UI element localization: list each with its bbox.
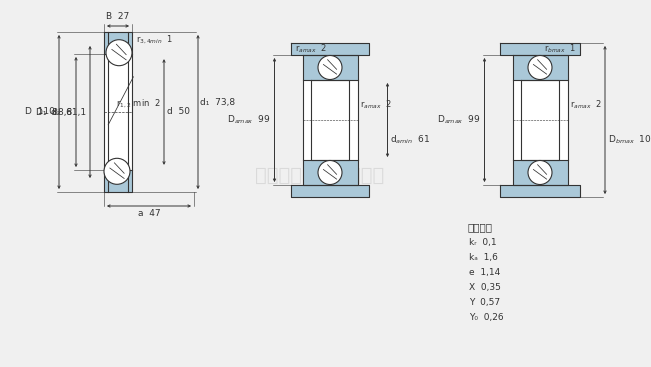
Bar (291, 43, 369, 55)
Bar (108, 32, 128, 54)
Text: r$_{3,4min}$  1: r$_{3,4min}$ 1 (136, 34, 173, 46)
Text: r$_{1,2}$ min  2: r$_{1,2}$ min 2 (116, 98, 161, 110)
Text: Y  0,57: Y 0,57 (469, 298, 500, 307)
Bar (104, 54, 132, 170)
Text: d  50: d 50 (167, 108, 190, 116)
Bar (512, 55, 568, 80)
Bar (500, 43, 580, 55)
Text: d₁  73,8: d₁ 73,8 (200, 98, 235, 106)
Text: a  47: a 47 (138, 209, 160, 218)
Text: D$_{amax}$  99: D$_{amax}$ 99 (227, 114, 271, 126)
Circle shape (318, 160, 342, 185)
Bar (512, 160, 568, 185)
Text: D$_{bmax}$  104: D$_{bmax}$ 104 (608, 134, 651, 146)
Bar (500, 185, 580, 197)
Text: kᵣ  0,1: kᵣ 0,1 (469, 238, 497, 247)
Text: Y₀  0,26: Y₀ 0,26 (469, 313, 504, 322)
Text: r$_{amax}$  2: r$_{amax}$ 2 (361, 99, 393, 111)
Text: X  0,35: X 0,35 (469, 283, 501, 292)
Text: d$_{amin}$  61: d$_{amin}$ 61 (391, 134, 431, 146)
Text: D₁  88,8: D₁ 88,8 (36, 108, 72, 116)
Text: kₐ  1,6: kₐ 1,6 (469, 253, 498, 262)
Bar (303, 160, 357, 185)
Bar (108, 170, 128, 192)
Bar (104, 32, 132, 54)
Circle shape (528, 55, 552, 80)
Bar (303, 80, 357, 160)
Bar (104, 170, 132, 192)
Text: D$_{amax}$  99: D$_{amax}$ 99 (437, 114, 480, 126)
Bar (303, 55, 357, 80)
Bar (512, 80, 568, 160)
Circle shape (528, 160, 552, 185)
Text: r$_{bmax}$  1: r$_{bmax}$ 1 (544, 43, 576, 55)
Circle shape (106, 40, 132, 66)
Text: r$_{amax}$  2: r$_{amax}$ 2 (570, 99, 602, 111)
Circle shape (318, 55, 342, 80)
Text: r$_{amax}$  2: r$_{amax}$ 2 (295, 43, 327, 55)
Text: d₂  61,1: d₂ 61,1 (51, 108, 86, 116)
Text: B  27: B 27 (106, 12, 130, 21)
Text: D  110: D 110 (25, 108, 55, 116)
Bar (291, 185, 369, 197)
Text: 计算系数: 计算系数 (467, 222, 492, 232)
Text: e  1,14: e 1,14 (469, 268, 500, 277)
Text: 无锡奥克特轴承有限公司: 无锡奥克特轴承有限公司 (255, 166, 385, 185)
Circle shape (104, 158, 130, 184)
